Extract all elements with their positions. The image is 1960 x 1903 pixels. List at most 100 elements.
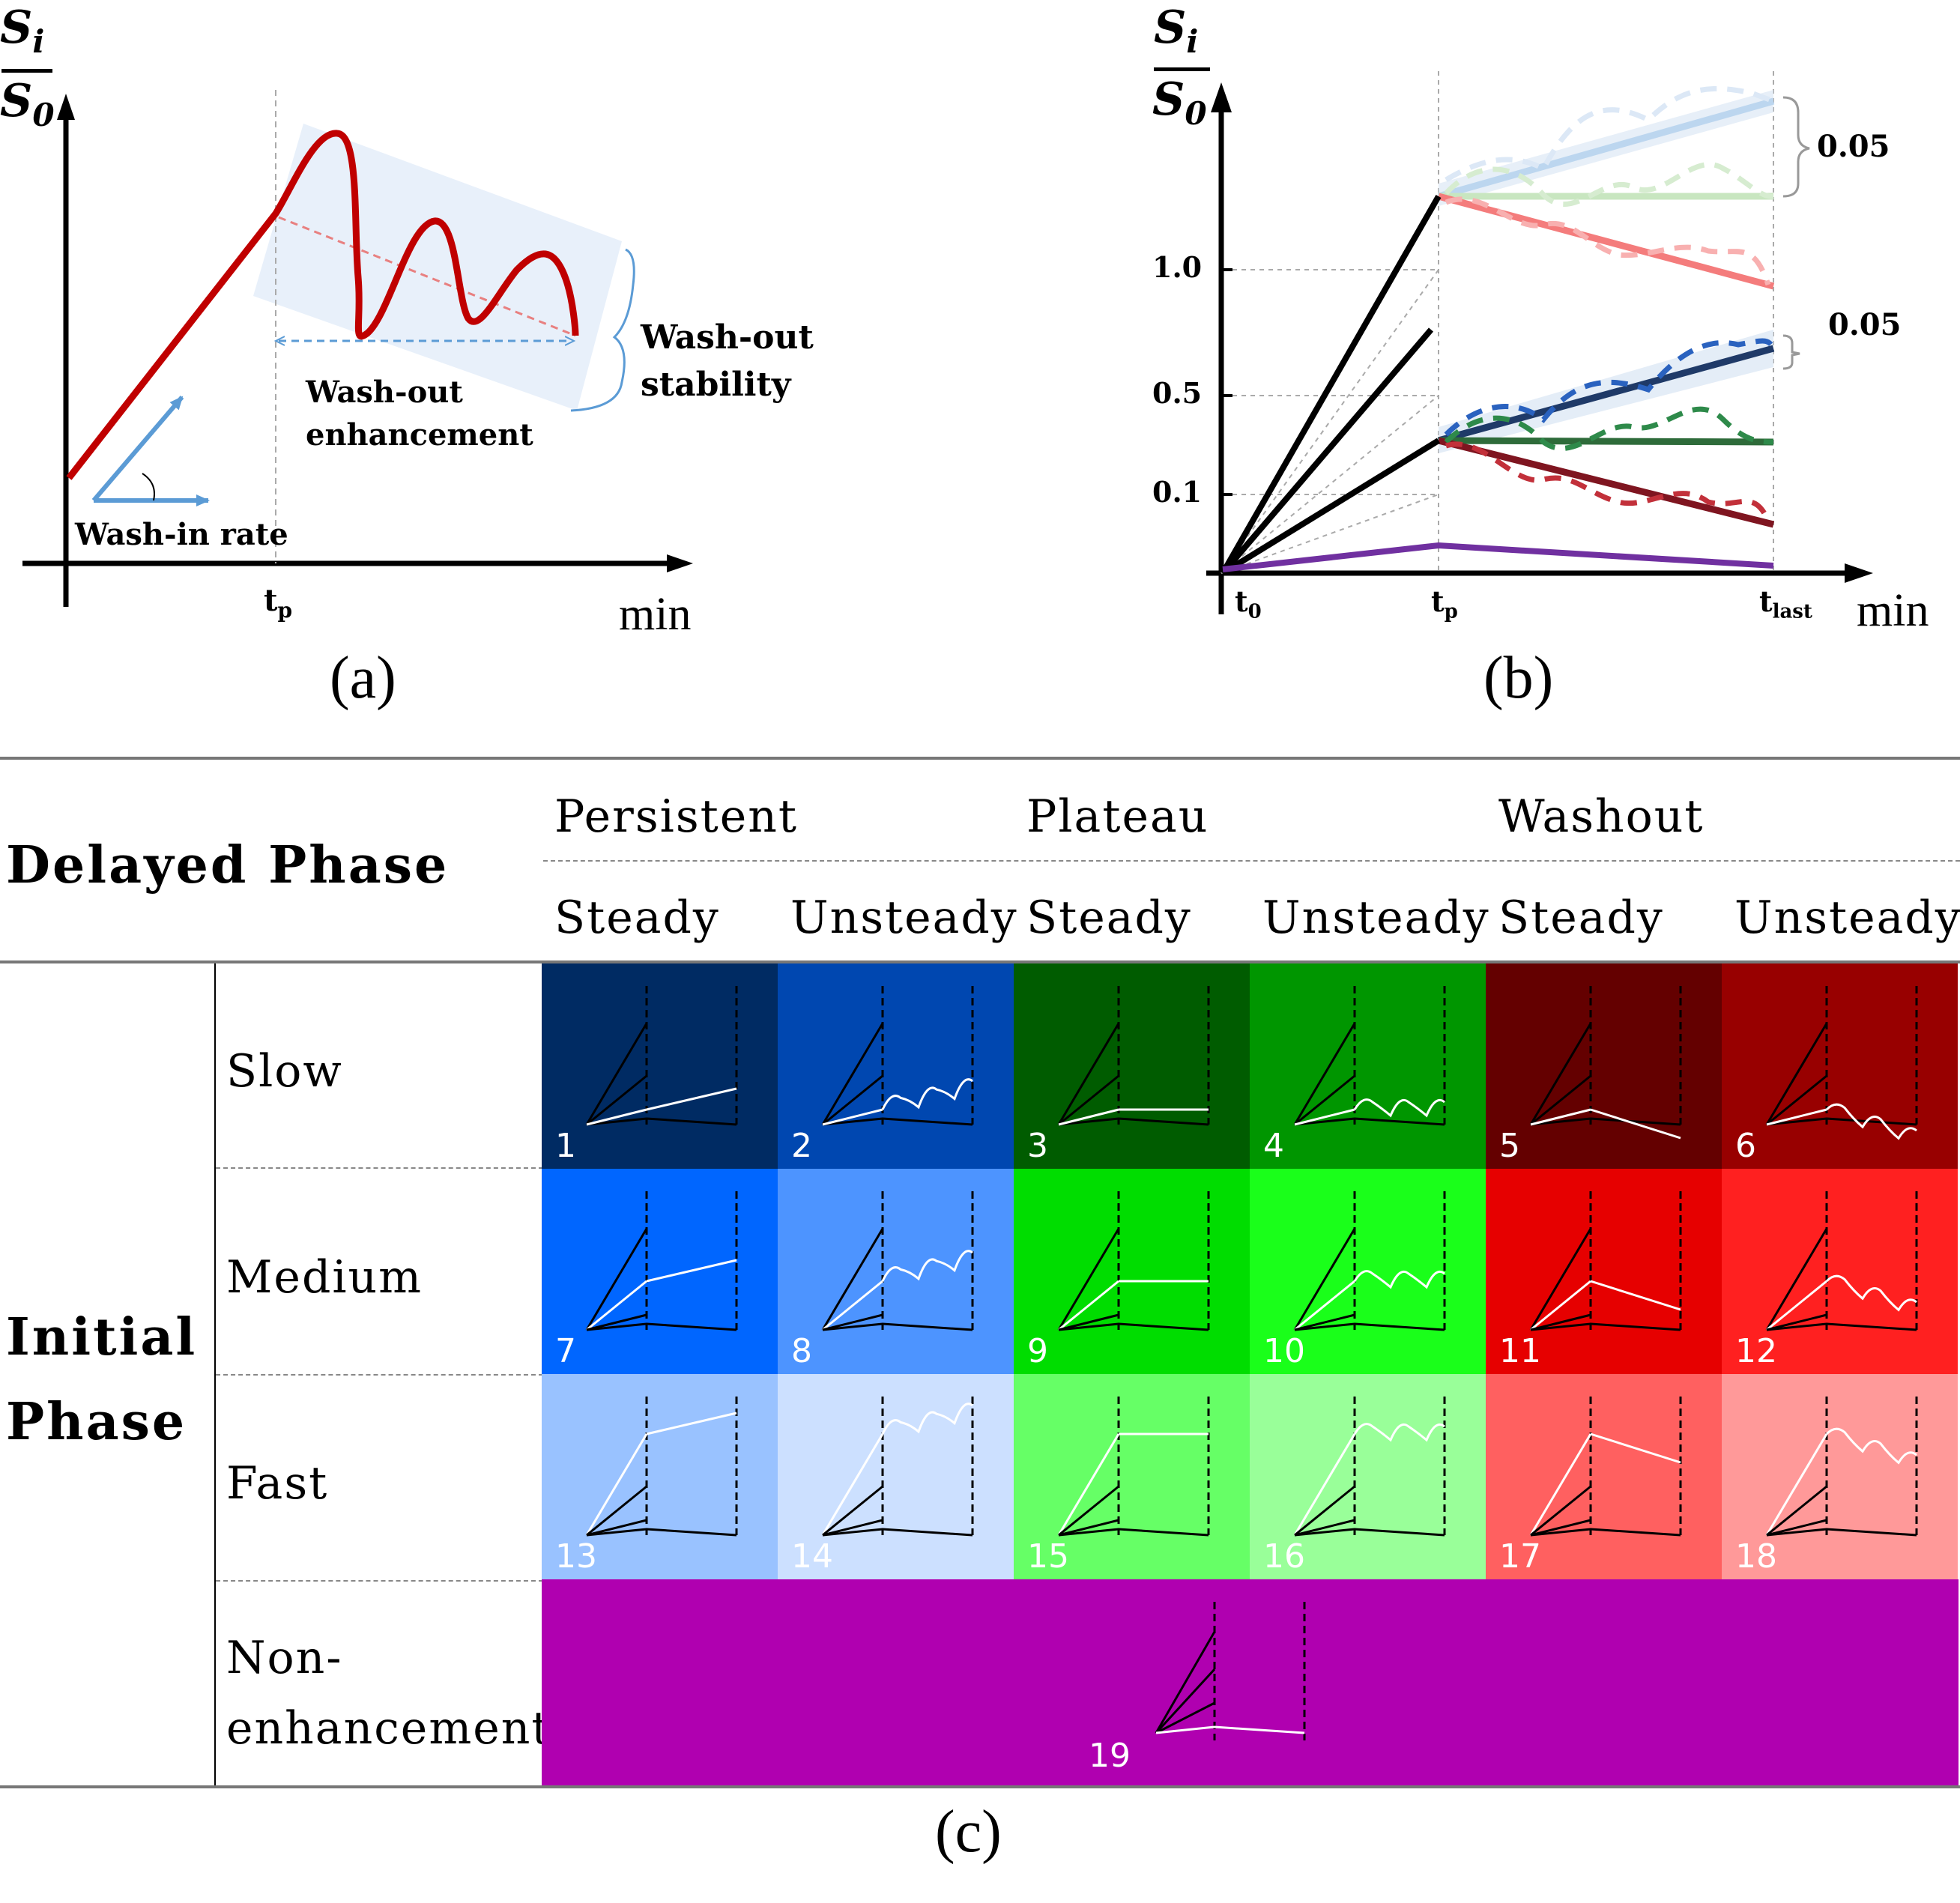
panel-a-ylabel-den: S0 (0, 75, 55, 133)
group-persistent: Persistent (554, 790, 799, 843)
pattern-cell-number: 3 (1027, 1127, 1048, 1165)
wash-out-enhancement-label-2: enhancement (306, 417, 533, 453)
initial-phase-line2: Phase (6, 1392, 187, 1452)
b-slow-plateau (1438, 437, 1774, 446)
pattern-cell-number: 1 (555, 1127, 576, 1165)
pattern-cell-number: 15 (1027, 1537, 1069, 1576)
row-label-divider (214, 963, 216, 1785)
panel-b-ylabel-num: Si (1154, 1, 1199, 60)
pattern-cell-9: 9 (1014, 1169, 1250, 1374)
wash-out-stability-label-2: stability (641, 366, 791, 404)
panel-b-ylabel-den: S0 (1152, 73, 1207, 132)
b-slow-persistent (1437, 345, 1775, 444)
b-bracket-mid-label: 0.05 (1828, 307, 1902, 342)
b-ytick-1: 1.0 (1152, 250, 1203, 284)
b-ytick-3: 0.1 (1152, 475, 1203, 509)
pattern-cell-number: 6 (1735, 1127, 1756, 1165)
pattern-cell-number: 7 (555, 1332, 576, 1370)
pattern-cell-19: 19 (542, 1579, 1959, 1785)
wash-in-arrow-up (91, 396, 184, 502)
pattern-cell-number: 19 (1089, 1737, 1131, 1775)
sub-4: Unsteady (1262, 892, 1490, 944)
b-bracket-top-label: 0.05 (1817, 129, 1890, 164)
panel-a-x-unit: min (619, 589, 692, 640)
panel-a-frac-bar (1, 69, 52, 73)
pattern-cell-10: 10 (1250, 1169, 1486, 1374)
pattern-cell-number: 5 (1499, 1127, 1520, 1165)
row-medium: Medium (226, 1251, 423, 1304)
row-non-enh-1: Non- (226, 1632, 343, 1684)
pattern-cell-number: 13 (555, 1537, 597, 1576)
pattern-cell-11: 11 (1486, 1169, 1722, 1374)
panel-b-caption: (b) (1483, 645, 1554, 711)
b-xtick-tlast: tlast (1759, 584, 1812, 623)
sub-5: Steady (1498, 892, 1664, 944)
group-rule (543, 860, 1960, 862)
table-top-rule (0, 757, 1960, 760)
panel-c-caption: (c) (935, 1799, 1002, 1865)
row-rule-3 (216, 1580, 543, 1582)
pattern-cell-2: 2 (778, 963, 1014, 1169)
row-rule-2 (216, 1374, 543, 1376)
pattern-cell-number: 8 (791, 1332, 812, 1370)
pattern-cell-15: 15 (1014, 1374, 1250, 1579)
pattern-cell-14: 14 (778, 1374, 1014, 1579)
b-fast-persistent (1437, 97, 1775, 200)
pattern-cell-12: 12 (1722, 1169, 1958, 1374)
trend-line (278, 216, 576, 337)
pattern-cell-5: 5 (1486, 963, 1722, 1169)
wash-out-enhancement-label-1: Wash-out (306, 375, 463, 410)
group-plateau: Plateau (1026, 790, 1209, 843)
pattern-cell-7: 7 (542, 1169, 778, 1374)
pattern-cell-3: 3 (1014, 963, 1250, 1169)
wash-out-band (253, 124, 622, 411)
b-ytick-2: 0.5 (1152, 376, 1203, 410)
panel-b-x-unit: min (1857, 585, 1929, 636)
header-rule (0, 960, 1960, 963)
sub-2: Unsteady (790, 892, 1018, 944)
b-fast-washout (1437, 193, 1775, 290)
pattern-grid: 1 2 3 4 5 6 7 8 9 10 11 12 13 1 (542, 963, 1959, 1785)
pattern-cell-number: 17 (1499, 1537, 1541, 1576)
b-guides (1221, 71, 1774, 574)
pattern-cell-number: 18 (1735, 1537, 1777, 1576)
panel-a-plot (22, 90, 693, 607)
sub-3: Steady (1026, 892, 1192, 944)
pattern-cell-17: 17 (1486, 1374, 1722, 1579)
panel-a-caption: (a) (330, 645, 396, 711)
pattern-cell-16: 16 (1250, 1374, 1486, 1579)
table-bottom-rule (0, 1785, 1960, 1788)
pattern-cell-6: 6 (1722, 963, 1958, 1169)
row-rule-1 (216, 1167, 543, 1169)
pattern-cell-number: 4 (1263, 1127, 1284, 1165)
pattern-cell-number: 9 (1027, 1332, 1048, 1370)
pattern-cell-number: 12 (1735, 1332, 1777, 1370)
sub-1: Steady (554, 892, 720, 944)
wash-in-rate-label: Wash-in rate (75, 517, 288, 552)
b-slow-washout (1437, 437, 1775, 528)
panel-a-ylabel-num: Si (0, 1, 45, 60)
group-washout: Washout (1498, 790, 1705, 843)
wash-in-angle-arc (142, 473, 155, 501)
pattern-cell-1: 1 (542, 963, 778, 1169)
pattern-cell-4: 4 (1250, 963, 1486, 1169)
enhancement-curve (66, 130, 579, 480)
b-xtick-tp: tp (1431, 584, 1458, 623)
initial-phase-line1: Initial (6, 1307, 198, 1367)
delayed-phase-header: Delayed Phase (6, 835, 450, 895)
pattern-cell-number: 10 (1263, 1332, 1305, 1370)
b-xtick-t0: t0 (1235, 584, 1262, 623)
row-non-enh-2: enhancement (226, 1702, 551, 1755)
pattern-cell-13: 13 (542, 1374, 778, 1579)
row-slow: Slow (226, 1045, 343, 1098)
pattern-cell-number: 14 (791, 1537, 833, 1576)
pattern-cell-number: 2 (791, 1127, 812, 1165)
pattern-cell-8: 8 (778, 1169, 1014, 1374)
row-fast: Fast (226, 1457, 329, 1510)
sub-6: Unsteady (1734, 892, 1960, 944)
panel-a-tick-tp: tp (264, 583, 293, 623)
panel-b-plot (1206, 71, 1873, 614)
pattern-cell-number: 16 (1263, 1537, 1305, 1576)
pattern-cell-18: 18 (1722, 1374, 1958, 1579)
